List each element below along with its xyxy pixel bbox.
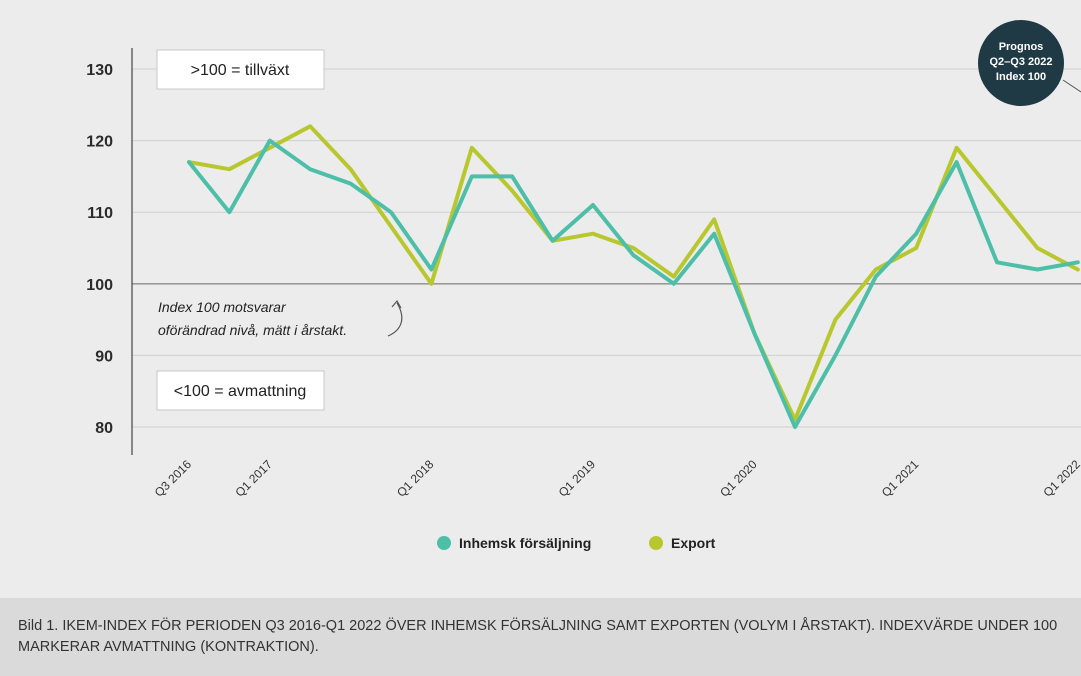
line-chart: 80 90 100 110 120 130 Q3 2016 Q1 2017 Q1 2018 Q1… [86, 20, 1081, 551]
curved-arrow-icon [387, 299, 403, 337]
legend-label-inhemsk: Inhemsk försäljning [459, 535, 591, 551]
x-tick-label: Q1 2020 [717, 457, 760, 500]
x-tick-label: Q3 2016 [152, 457, 195, 500]
figure-caption: Bild 1. IKEM-INDEX FÖR PERIODEN Q3 2016-… [0, 598, 1081, 676]
growth-box-label: >100 = tillväxt [191, 62, 290, 79]
y-axis-ticks: 80 90 100 110 120 130 [86, 62, 113, 437]
series-lines [187, 124, 1080, 429]
legend-label-export: Export [671, 535, 716, 551]
series-line-inhemsk [187, 138, 1080, 429]
legend-marker-export [649, 536, 663, 550]
index-note-line1: Index 100 motsvarar [158, 299, 287, 315]
y-tick-label: 80 [95, 420, 113, 437]
y-tick-label: 100 [86, 277, 113, 294]
legend: Inhemsk försäljning Export [437, 535, 716, 551]
x-axis-ticks: Q3 2016 Q1 2017 Q1 2018 Q1 2019 Q1 2020 Q1 20… [152, 457, 1081, 500]
x-tick-label: Q1 2022 [1040, 457, 1081, 500]
badge-line3: Index 100 [996, 71, 1046, 83]
x-tick-label: Q1 2018 [394, 457, 437, 500]
forecast-badge: Prognos Q2–Q3 2022 Index 100 [978, 20, 1081, 106]
y-tick-label: 130 [86, 62, 113, 79]
series-line-export [187, 124, 1080, 422]
badge-line1: Prognos [999, 41, 1044, 53]
x-tick-label: Q1 2017 [232, 457, 275, 500]
decline-box: <100 = avmattning [156, 370, 325, 411]
legend-marker-inhemsk [437, 536, 451, 550]
x-tick-label: Q1 2019 [556, 457, 599, 500]
y-tick-label: 110 [87, 205, 113, 222]
chart-panel: 80 90 100 110 120 130 Q3 2016 Q1 2017 Q1 2018 Q1… [86, 20, 1081, 551]
decline-box-label: <100 = avmattning [174, 383, 307, 400]
badge-line2: Q2–Q3 2022 [990, 56, 1053, 68]
growth-box: >100 = tillväxt [156, 49, 325, 90]
y-tick-label: 120 [86, 134, 113, 151]
y-tick-label: 90 [95, 348, 113, 365]
x-tick-label: Q1 2021 [879, 457, 922, 500]
index-note-line2: oförändrad nivå, mätt i årstakt. [158, 322, 347, 338]
